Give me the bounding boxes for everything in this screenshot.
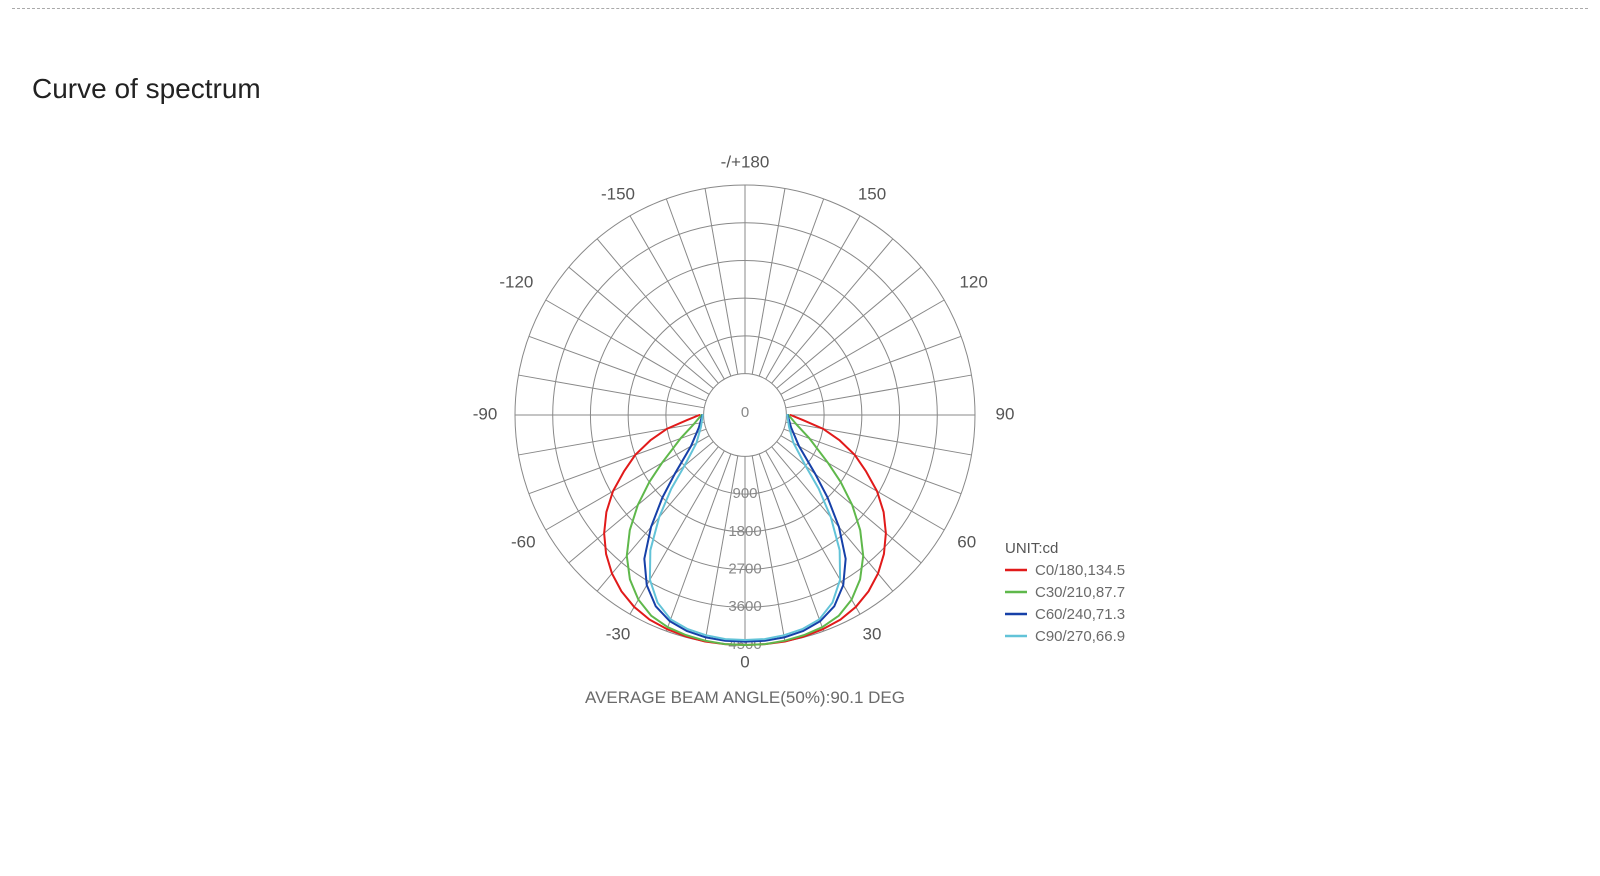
grid-spoke [777, 442, 921, 563]
top-divider [12, 8, 1588, 9]
angle-label: 120 [959, 272, 987, 291]
ring-label: 3600 [728, 598, 761, 615]
grid-spoke [518, 375, 704, 408]
angle-label: -150 [601, 185, 635, 204]
grid-spoke [569, 442, 713, 563]
angle-label: -90 [473, 404, 498, 423]
grid-spoke [772, 239, 893, 383]
ring-label: 1800 [728, 523, 761, 540]
grid-spoke [786, 422, 972, 455]
angle-label: 60 [957, 532, 976, 551]
angle-label: 30 [863, 624, 882, 643]
angle-label: 0 [740, 652, 749, 671]
beam-angle-caption: AVERAGE BEAM ANGLE(50%):90.1 DEG [585, 688, 905, 707]
angle-label: 90 [996, 404, 1015, 423]
grid-spoke [777, 267, 921, 388]
grid-spoke [752, 188, 785, 374]
grid-spoke [529, 336, 706, 401]
grid-spoke [705, 188, 738, 374]
grid-spoke [518, 422, 704, 455]
grid-spoke [597, 239, 718, 383]
angle-label: 150 [858, 185, 886, 204]
angle-label: -/+180 [721, 152, 770, 171]
legend-label: C0/180,134.5 [1035, 562, 1125, 579]
ring-label: 0 [741, 404, 749, 421]
angle-label: -30 [606, 624, 631, 643]
grid-spoke [786, 375, 972, 408]
ring-label: 2700 [728, 561, 761, 578]
section-heading: Curve of spectrum [32, 73, 1600, 105]
grid-spoke [759, 199, 824, 376]
ring-label: 900 [732, 485, 757, 502]
grid-spoke [569, 267, 713, 388]
legend-title: UNIT:cd [1005, 540, 1058, 557]
polar-chart: 0 30 60 90 120 150 -/+180 -150 -120 -90 -60 -30 0 900… [450, 145, 1150, 745]
grid-spoke [784, 336, 961, 401]
legend-label: C60/240,71.3 [1035, 606, 1125, 623]
legend-label: C90/270,66.9 [1035, 628, 1125, 645]
grid-spoke [666, 199, 731, 376]
angle-label: -120 [499, 272, 533, 291]
legend-label: C30/210,87.7 [1035, 584, 1125, 601]
angle-label: -60 [511, 532, 536, 551]
